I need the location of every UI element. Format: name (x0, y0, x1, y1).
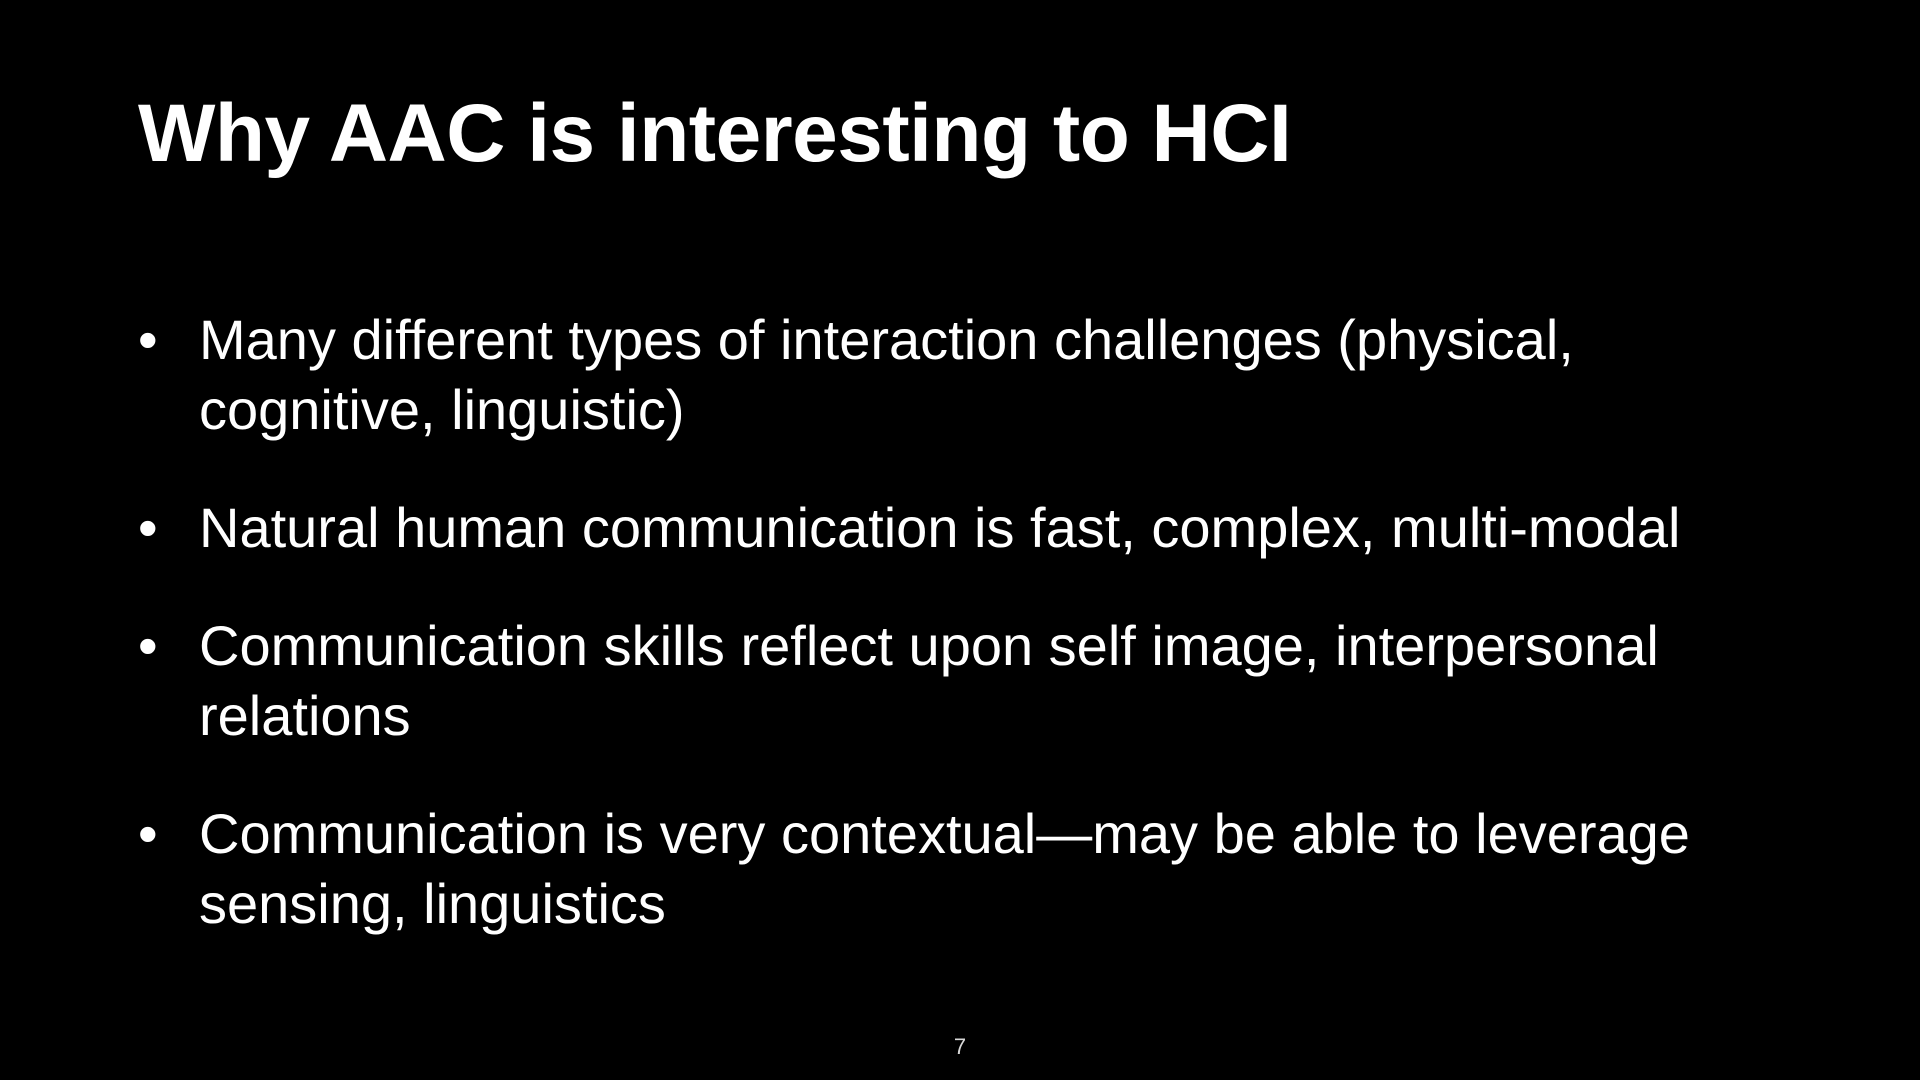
bullet-icon: • (138, 308, 158, 371)
bullet-text: Communication is very contextual—may be … (199, 802, 1690, 935)
bullet-item: • Natural human communication is fast, c… (138, 493, 1798, 563)
bullet-icon: • (138, 614, 158, 677)
slide-title: Why AAC is interesting to HCI (138, 88, 1292, 179)
bullet-list: • Many different types of interaction ch… (138, 305, 1798, 939)
bullet-icon: • (138, 802, 158, 865)
bullet-text: Natural human communication is fast, com… (199, 496, 1681, 559)
bullet-text: Many different types of interaction chal… (199, 308, 1574, 441)
bullet-text: Communication skills reflect upon self i… (199, 614, 1659, 747)
bullet-item: • Many different types of interaction ch… (138, 305, 1798, 445)
bullet-item: • Communication skills reflect upon self… (138, 611, 1798, 751)
bullet-icon: • (138, 496, 158, 559)
bullet-item: • Communication is very contextual—may b… (138, 799, 1798, 939)
page-number: 7 (953, 1034, 967, 1059)
